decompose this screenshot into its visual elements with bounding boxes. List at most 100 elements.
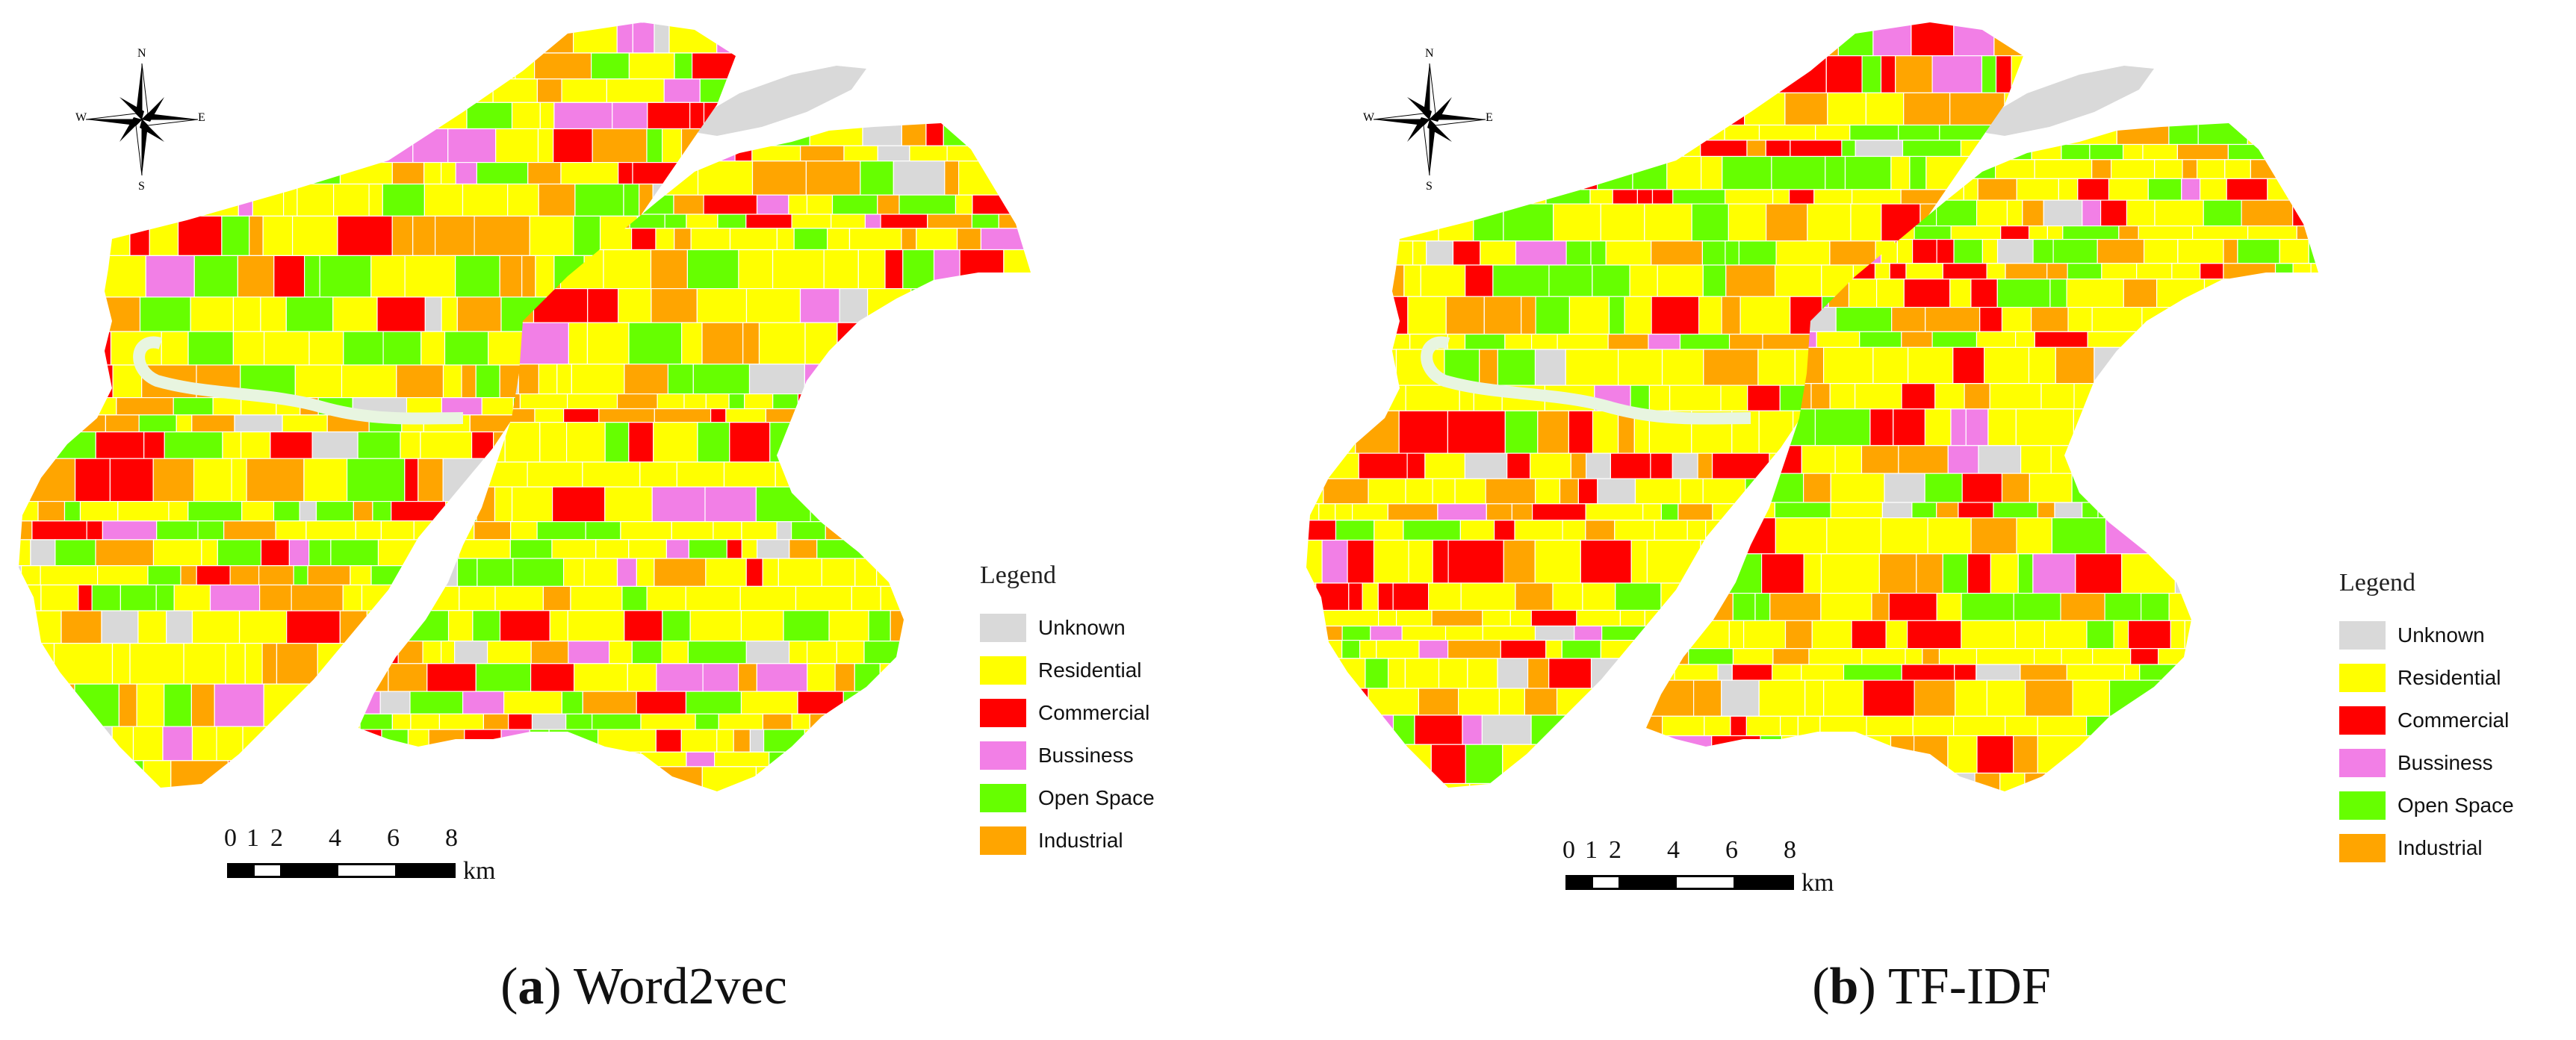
parcel [828, 610, 869, 642]
parcel [807, 663, 836, 692]
parcel [972, 422, 1004, 463]
parcel [880, 214, 928, 229]
parcel [775, 461, 792, 488]
parcel [582, 461, 641, 488]
parcel [2280, 772, 2318, 791]
parcel [2237, 239, 2280, 264]
parcel [1662, 349, 1704, 386]
parcel [447, 610, 474, 642]
parcel [1721, 679, 1760, 717]
parcel [2101, 263, 2138, 280]
parcel [1851, 189, 1902, 205]
parcel [979, 521, 1019, 541]
parcel [162, 726, 193, 762]
parcel [1483, 296, 1522, 335]
parcel [1760, 553, 1804, 594]
parcel [459, 585, 496, 611]
parcel [2176, 143, 2229, 161]
parcel [2040, 383, 2075, 410]
parcel [831, 194, 878, 215]
parcel [1494, 520, 1515, 541]
parcel [343, 22, 392, 23]
parcel [925, 123, 944, 146]
parcel [2144, 331, 2189, 348]
parcel [902, 713, 954, 730]
parcel [49, 414, 106, 433]
parcel [2117, 473, 2144, 503]
compass-south-label: S [1426, 180, 1433, 193]
parcel [1781, 735, 1837, 774]
parcel [1629, 264, 1658, 297]
parcel [359, 713, 361, 730]
parcel [800, 145, 845, 162]
parcel [1678, 22, 1710, 57]
parcel [1829, 383, 1856, 410]
parcel [332, 296, 378, 332]
parcel [1878, 553, 1917, 594]
parcel [2097, 239, 2145, 264]
parcel [1961, 473, 2003, 503]
north-arrow-icon: N S E W [75, 47, 205, 193]
parcel [1318, 384, 1335, 411]
parcel [788, 641, 808, 664]
parcel [193, 255, 238, 298]
parcel [1844, 155, 1892, 190]
parcel [804, 364, 825, 395]
parcel [530, 641, 569, 664]
legend-swatch [980, 698, 1026, 727]
parcel [0, 611, 16, 644]
parcel [848, 713, 904, 730]
parcel [538, 364, 558, 395]
parcel [2247, 715, 2280, 737]
parcel [1769, 592, 1822, 621]
parcel [264, 128, 295, 164]
parcel [1482, 625, 1536, 641]
parcel [1473, 203, 1504, 242]
parcel [1801, 664, 1845, 681]
parcel [1703, 349, 1759, 386]
parcel [1553, 203, 1601, 242]
parcel [1348, 582, 1363, 611]
parcel [292, 215, 338, 256]
parcel [751, 145, 801, 162]
parcel [90, 215, 131, 256]
parcel [426, 663, 477, 692]
parcel [1843, 664, 1902, 681]
parcel [1863, 0, 1878, 18]
parcel [1758, 679, 1806, 717]
parcel [2156, 278, 2206, 308]
parcel [34, 255, 92, 298]
parcel [521, 255, 536, 298]
parcel [202, 22, 253, 23]
parcel [745, 214, 792, 229]
parcel [190, 296, 234, 332]
parcel [507, 183, 539, 217]
parcel [223, 520, 276, 541]
parcel [1506, 452, 1531, 479]
parcel [1646, 772, 1652, 791]
parcel [1592, 782, 1623, 788]
parcel [2304, 143, 2318, 161]
parcel [1559, 478, 1579, 505]
parcel [834, 663, 855, 692]
parcel [1594, 55, 1636, 93]
parcel [1796, 772, 1816, 791]
parcel [955, 194, 973, 215]
parcel [283, 183, 298, 217]
parcel [627, 663, 657, 692]
panel-caption: (b) TF-IDF [1812, 958, 2051, 1015]
parcel [191, 414, 235, 433]
parcel [654, 558, 707, 588]
parcel [530, 663, 575, 692]
parcel [167, 798, 199, 837]
parcel [1903, 278, 1951, 308]
parcel [2061, 143, 2091, 161]
parcel [1835, 307, 1893, 332]
parcel [1717, 664, 1733, 681]
parcel [1901, 664, 1955, 681]
parcel [901, 486, 943, 523]
parcel [2028, 225, 2048, 240]
parcel [2266, 592, 2286, 621]
parcel [758, 322, 806, 365]
parcel [1318, 0, 1334, 18]
